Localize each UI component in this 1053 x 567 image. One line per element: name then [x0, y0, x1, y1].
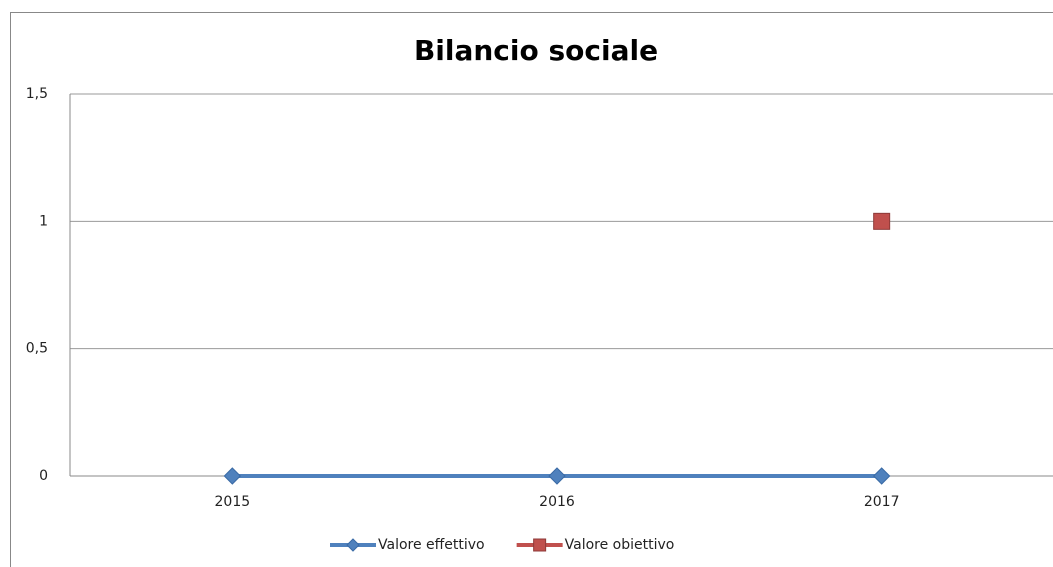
- y-tick-label: 1,5: [26, 86, 48, 102]
- chart-frame: [10, 12, 1053, 567]
- y-tick-label: 0: [39, 468, 48, 484]
- legend-marker: [533, 538, 547, 552]
- x-tick-label: 2016: [539, 494, 575, 510]
- y-tick-label: 0,5: [26, 341, 48, 357]
- data-point: [223, 467, 242, 485]
- data-point: [873, 212, 891, 230]
- data-point: [548, 467, 566, 485]
- chart-title: Bilancio sociale: [414, 34, 658, 67]
- legend-label: Valore effettivo: [378, 537, 485, 553]
- legend-label: Valore obiettivo: [565, 537, 675, 553]
- data-point: [872, 467, 891, 485]
- legend-marker: [346, 538, 360, 552]
- y-tick-label: 1: [39, 213, 48, 229]
- x-tick-label: 2015: [215, 494, 251, 510]
- x-tick-label: 2017: [864, 494, 900, 510]
